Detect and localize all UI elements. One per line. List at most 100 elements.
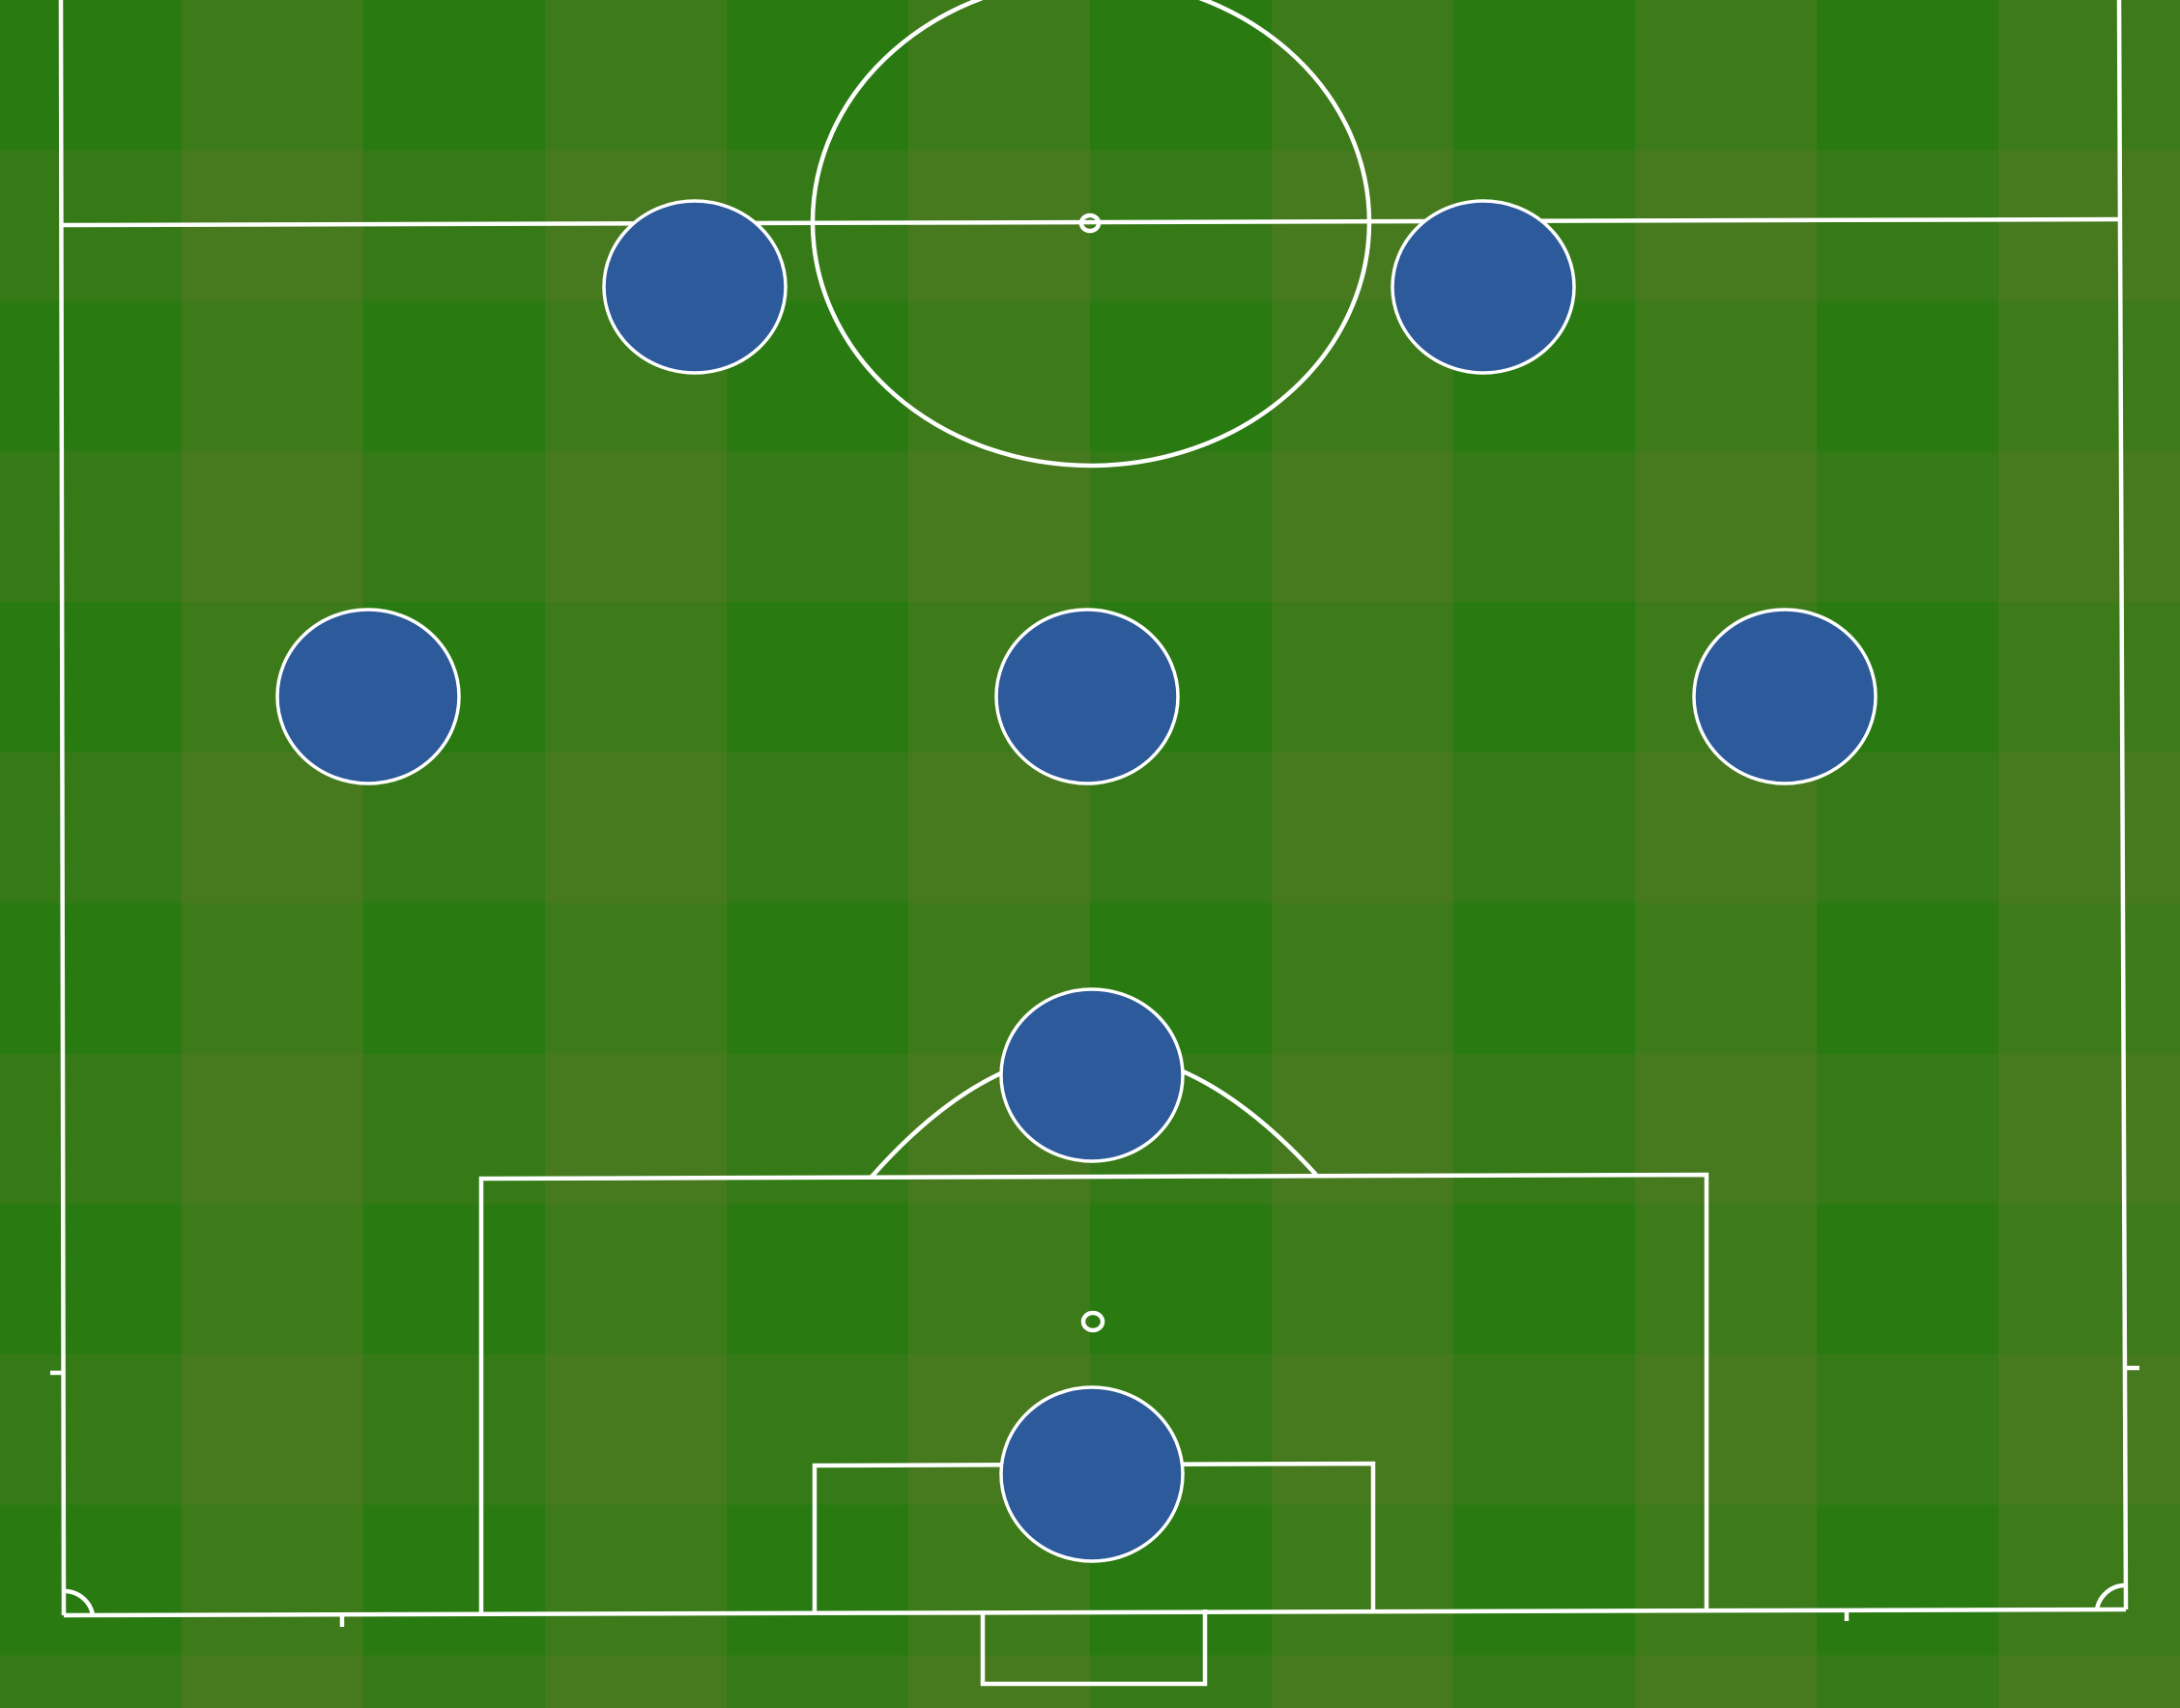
grass-tile [1998, 150, 2180, 302]
grass-tile [1998, 1504, 2180, 1657]
grass-tile [1635, 0, 1818, 152]
grass-tile [1272, 1204, 1454, 1355]
grass-tile [1998, 0, 2180, 152]
grass-tile [1272, 602, 1454, 754]
grass-tile [1817, 752, 1999, 904]
grass-tile [182, 1655, 364, 1708]
grass-tile [363, 0, 546, 152]
grass-tile [182, 1053, 364, 1206]
grass-tile [545, 0, 728, 152]
grass-tile [545, 752, 728, 904]
grass-tile [182, 451, 364, 604]
grass-tile [1090, 451, 1273, 604]
grass-tile [727, 1655, 909, 1708]
player-right-midfielder-token[interactable] [1692, 608, 1878, 785]
corner-arc-right [2094, 1582, 2127, 1610]
player-defensive-midfielder-token[interactable] [999, 987, 1185, 1163]
grass-tile [1817, 451, 1999, 604]
player-right-forward-token[interactable] [1391, 199, 1576, 375]
grass-tile [1090, 300, 1273, 453]
penalty-spot [1080, 1310, 1105, 1333]
players-layer [275, 199, 1878, 1563]
grass-tile [1635, 1053, 1818, 1206]
grass-tile [182, 300, 364, 453]
grass-tile [727, 451, 909, 604]
grass-tile [1090, 0, 1273, 152]
grass-tile [0, 0, 183, 152]
grass-tile [182, 1353, 364, 1506]
grass-tile [1272, 0, 1454, 152]
grass-tile [1817, 902, 1999, 1055]
grass-tile [908, 451, 1091, 604]
grass-tile [0, 1353, 183, 1506]
grass-tile [1453, 0, 1636, 152]
grass-tile [1998, 902, 2180, 1055]
grass-tile [545, 1504, 728, 1657]
grass-tile [1272, 752, 1454, 904]
grass-tile [908, 150, 1091, 302]
grass-tile [1272, 1353, 1454, 1506]
grass-tile [363, 1353, 546, 1506]
grass-tile [727, 902, 909, 1055]
grass-tile [1090, 1204, 1273, 1355]
grass-tile [1817, 150, 1999, 302]
grass-tile [1998, 602, 2180, 754]
goal-net [980, 1609, 1208, 1687]
grass-tile [1817, 1504, 1999, 1657]
grass-tile [0, 1053, 183, 1206]
grass-tile [0, 1204, 183, 1355]
player-central-midfielder-token[interactable] [994, 608, 1180, 785]
center-spot [1078, 213, 1102, 234]
grass-tile [1635, 150, 1818, 302]
left-touchline [58, 0, 67, 1616]
grass-tile [545, 1204, 728, 1355]
grass-tile [1635, 1353, 1818, 1506]
grass-tile [727, 602, 909, 754]
grass-tile [1635, 1504, 1818, 1657]
grass-tile [1998, 1353, 2180, 1506]
grass-tile [727, 752, 909, 904]
grass-tile [1453, 1655, 1636, 1708]
grass-tile [1453, 1053, 1636, 1206]
player-left-midfielder-token[interactable] [275, 608, 461, 785]
grass-tile [1272, 902, 1454, 1055]
grass-tile [545, 602, 728, 754]
grass-tile [0, 752, 183, 904]
grass-tile [1272, 1504, 1454, 1657]
grass-tile [0, 1655, 183, 1708]
grass-tile [1453, 602, 1636, 754]
grass-tile [1817, 1204, 1999, 1355]
grass-tile [0, 602, 183, 754]
player-goalkeeper-token[interactable] [999, 1385, 1185, 1563]
pitch-markings [50, 0, 2139, 1687]
player-left-forward-token[interactable] [602, 199, 788, 375]
grass-tile [1635, 902, 1818, 1055]
grass-tile [363, 451, 546, 604]
grass-tile [182, 902, 364, 1055]
grass-tile [1817, 1655, 1999, 1708]
grass-tile [0, 451, 183, 604]
grass-tile [727, 1204, 909, 1355]
grass-tile [1635, 1655, 1818, 1708]
grass-tile [1998, 752, 2180, 904]
grass-tile [1998, 300, 2180, 453]
grass-tile [182, 1204, 364, 1355]
grass-tile [727, 1353, 909, 1506]
grass-tile [545, 902, 728, 1055]
grass-tile [727, 1504, 909, 1657]
grass-tile [1453, 902, 1636, 1055]
grass-tile [1272, 451, 1454, 604]
grass-tile [0, 1504, 183, 1657]
goal-line [63, 1607, 2127, 1618]
grass-tile [1453, 1204, 1636, 1355]
grass-tile [727, 1053, 909, 1206]
grass-tile [1817, 1353, 1999, 1506]
grass-tile [363, 300, 546, 453]
grass-tile [1453, 451, 1636, 604]
grass-tile [545, 1655, 728, 1708]
grass-tile [363, 1053, 546, 1206]
penalty-area [478, 1172, 1709, 1613]
corner-arc-left [63, 1588, 96, 1616]
grass-tile [1453, 1504, 1636, 1657]
